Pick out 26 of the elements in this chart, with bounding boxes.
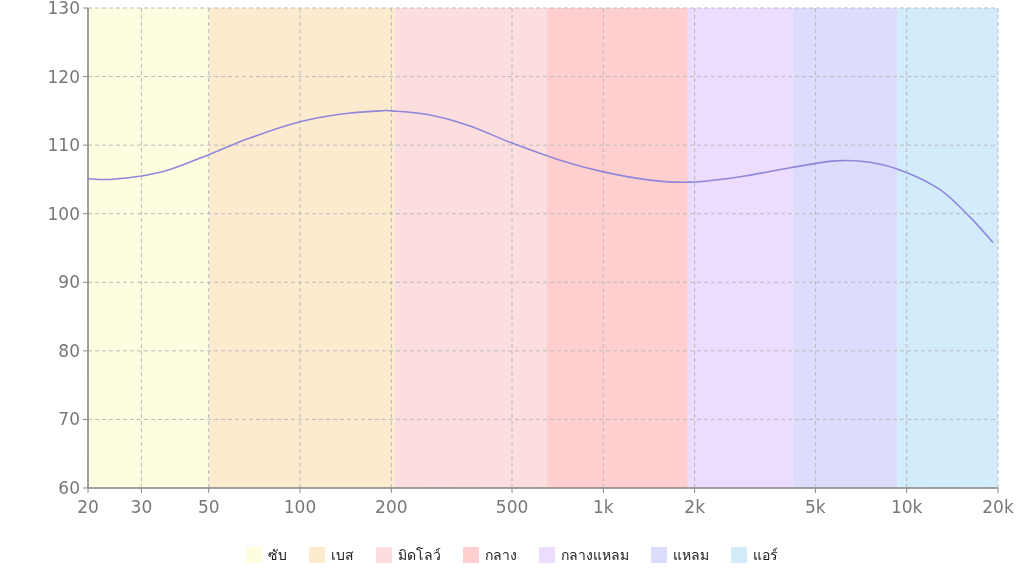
y-tick-label: 90 bbox=[58, 272, 80, 293]
x-tick-label: 10k bbox=[890, 497, 923, 517]
y-tick-label: 110 bbox=[47, 135, 80, 156]
legend-label: แหลม bbox=[673, 547, 709, 563]
legend-label: แอร์ bbox=[753, 547, 778, 563]
legend-label: มิดโลว์ bbox=[398, 547, 441, 563]
x-tick-label: 50 bbox=[197, 497, 220, 517]
legend-label: ซับ bbox=[268, 547, 287, 563]
x-tick-label: 100 bbox=[283, 497, 317, 517]
legend-label: กลางแหลม bbox=[561, 547, 629, 563]
x-tick-label: 2k bbox=[684, 497, 706, 517]
y-tick-label: 100 bbox=[47, 203, 80, 224]
legend-label: กลาง bbox=[485, 547, 517, 563]
x-tick-label: 500 bbox=[495, 497, 529, 517]
x-tick-label: 200 bbox=[375, 497, 408, 517]
x-tick-label: 20k bbox=[982, 497, 1014, 517]
y-tick-label: 130 bbox=[47, 0, 80, 18]
x-tick-label: 1k bbox=[593, 497, 614, 517]
y-tick-label: 120 bbox=[47, 66, 80, 87]
y-tick-label: 60 bbox=[58, 478, 80, 498]
x-tick-label: 30 bbox=[130, 497, 153, 517]
x-tick-label: 5k bbox=[805, 497, 826, 517]
legend-label: เบส bbox=[331, 547, 354, 563]
y-tick-label: 70 bbox=[58, 409, 80, 430]
x-tick-label: 20 bbox=[77, 497, 99, 517]
y-tick-label: 80 bbox=[58, 340, 80, 361]
